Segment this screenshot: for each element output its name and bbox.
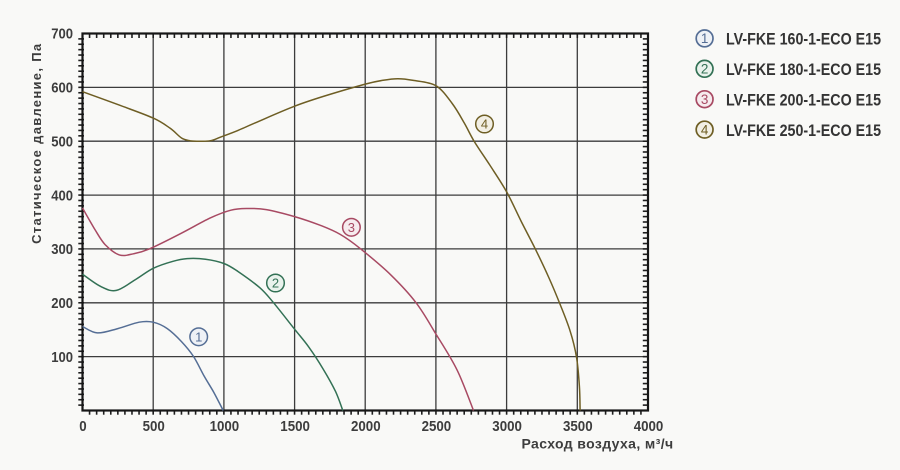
- svg-text:600: 600: [51, 81, 73, 97]
- svg-text:2: 2: [272, 276, 279, 291]
- svg-text:500: 500: [143, 419, 165, 435]
- svg-text:400: 400: [51, 188, 73, 204]
- svg-text:2: 2: [701, 62, 709, 77]
- svg-text:1: 1: [701, 31, 709, 46]
- svg-text:700: 700: [51, 27, 73, 43]
- svg-text:300: 300: [51, 242, 73, 258]
- svg-text:3: 3: [348, 220, 355, 235]
- svg-text:4000: 4000: [634, 419, 664, 435]
- svg-text:LV-FKE 200-1-ECO E15: LV-FKE 200-1-ECO E15: [726, 91, 881, 110]
- svg-text:4: 4: [701, 122, 709, 137]
- svg-text:Расход воздуха, м³/ч: Расход воздуха, м³/ч: [522, 436, 674, 452]
- svg-text:2000: 2000: [351, 419, 381, 435]
- svg-text:200: 200: [51, 296, 73, 312]
- svg-text:100: 100: [51, 350, 73, 366]
- svg-text:0: 0: [79, 419, 86, 435]
- svg-text:Статическое давление, Па: Статическое давление, Па: [29, 43, 44, 244]
- svg-text:4: 4: [481, 117, 488, 132]
- svg-text:1500: 1500: [280, 419, 310, 435]
- svg-text:LV-FKE 250-1-ECO E15: LV-FKE 250-1-ECO E15: [726, 121, 881, 140]
- svg-text:2500: 2500: [422, 419, 452, 435]
- svg-text:3: 3: [701, 92, 709, 107]
- svg-text:1: 1: [195, 329, 202, 344]
- svg-text:3500: 3500: [563, 419, 593, 435]
- svg-text:1000: 1000: [210, 419, 240, 435]
- svg-text:LV-FKE 180-1-ECO E15: LV-FKE 180-1-ECO E15: [726, 60, 881, 79]
- svg-text:LV-FKE 160-1-ECO E15: LV-FKE 160-1-ECO E15: [726, 30, 881, 49]
- svg-text:3000: 3000: [492, 419, 522, 435]
- svg-text:500: 500: [51, 134, 73, 150]
